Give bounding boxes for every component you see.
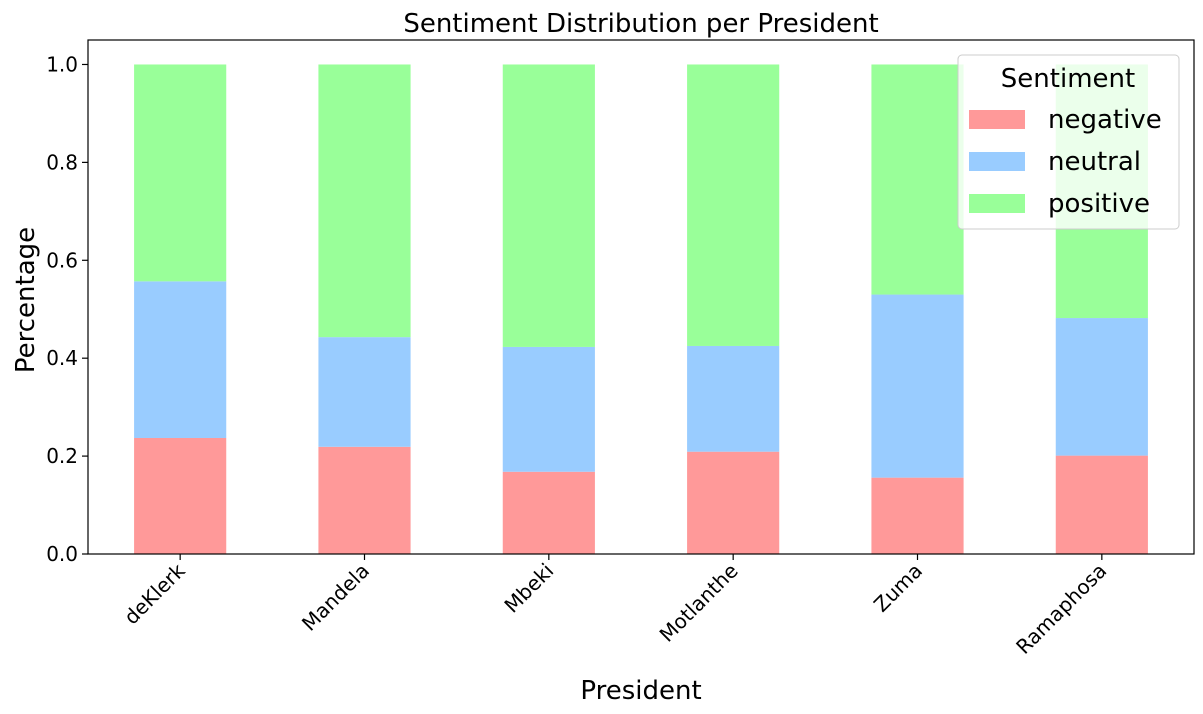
- y-axis: 0.0 0.2 0.4 0.6 0.8 1.0: [46, 52, 88, 566]
- bar-Mandela-neutral: [318, 337, 411, 447]
- plot-frame: [87, 39, 1195, 555]
- bar-Mbeki-neutral: [502, 346, 595, 472]
- legend-swatch-neutral: [969, 152, 1025, 171]
- legend-title: Sentiment: [1001, 64, 1135, 94]
- x-axis-label: President: [580, 676, 701, 706]
- legend-box: [957, 54, 1180, 230]
- bar-deKlerk-negative: [134, 437, 227, 554]
- legend-label-negative: negative: [1048, 105, 1162, 135]
- x-tick-label-Mbeki: Mbeki: [499, 559, 558, 618]
- x-tick-label-Zuma: Zuma: [869, 559, 927, 617]
- x-tick-label-Motlanthe: Motlanthe: [655, 559, 743, 647]
- x-axis: deKlerk Mandela Mbeki Motlanthe Zuma Ramaphos…: [119, 554, 1111, 659]
- bar-deKlerk-positive: [134, 64, 227, 282]
- y-tick-label: 0.4: [46, 346, 78, 370]
- bar-Zuma-negative: [871, 477, 964, 554]
- bar-Mandela-positive: [318, 64, 411, 338]
- chart-title: Sentiment Distribution per President: [403, 9, 878, 39]
- x-tick-label-Mandela: Mandela: [297, 559, 374, 636]
- bars-layer: [134, 64, 1148, 554]
- legend-label-neutral: neutral: [1048, 147, 1141, 177]
- bar-Zuma-positive: [871, 64, 964, 295]
- legend: Sentiment negative neutral positive: [957, 54, 1180, 230]
- bar-Mandela-negative: [318, 446, 411, 554]
- legend-swatch-negative: [969, 110, 1025, 129]
- y-axis-label: Percentage: [11, 227, 41, 373]
- y-tick-label: 0.0: [46, 542, 78, 566]
- bar-Ramaphosa-negative: [1055, 455, 1148, 554]
- bar-Motlanthe-negative: [687, 451, 780, 554]
- bar-Mbeki-positive: [502, 64, 595, 347]
- y-tick-label: 0.8: [46, 150, 78, 174]
- bar-Ramaphosa-neutral: [1055, 318, 1148, 456]
- legend-items: negative neutral positive: [969, 105, 1162, 219]
- bar-Motlanthe-positive: [687, 64, 780, 346]
- y-tick-label: 0.6: [46, 248, 78, 272]
- bar-deKlerk-neutral: [134, 281, 227, 438]
- y-tick-label: 1.0: [46, 52, 78, 76]
- bar-Motlanthe-neutral: [687, 345, 780, 452]
- legend-swatch-positive: [969, 194, 1025, 213]
- y-tick-label: 0.2: [46, 444, 78, 468]
- x-tick-label-deKlerk: deKlerk: [119, 558, 190, 629]
- bar-Zuma-neutral: [871, 294, 964, 478]
- legend-label-positive: positive: [1048, 189, 1150, 219]
- x-tick-label-Ramaphosa: Ramaphosa: [1011, 559, 1111, 659]
- bar-Mbeki-negative: [502, 471, 595, 554]
